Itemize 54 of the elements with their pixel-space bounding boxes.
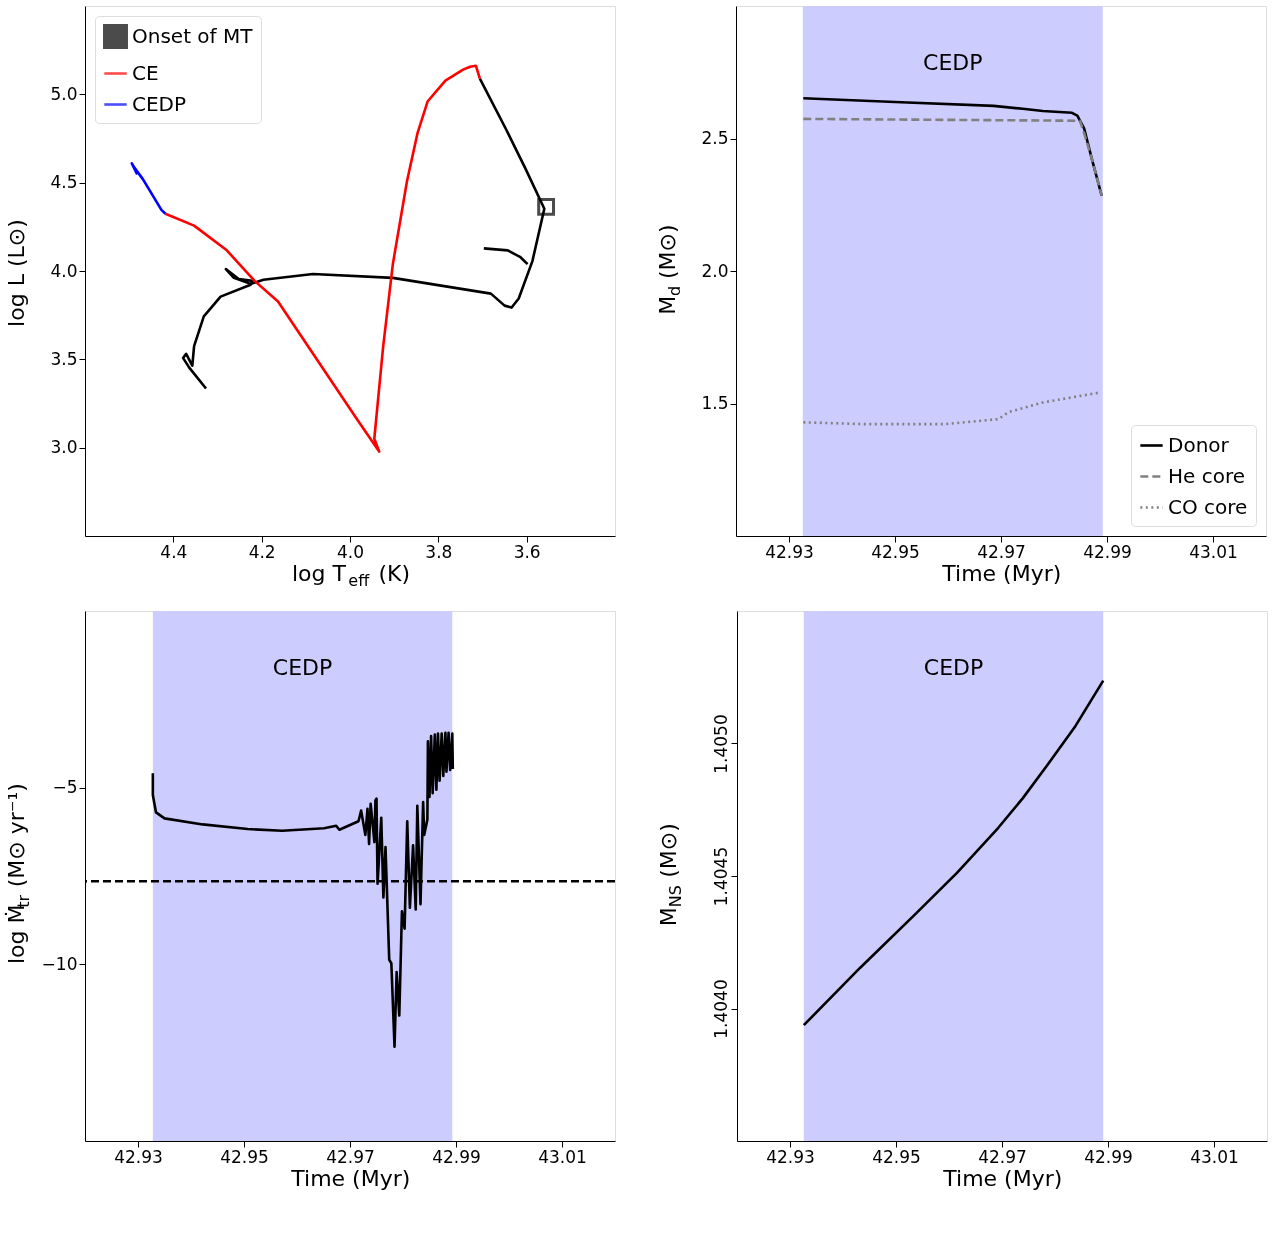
y-tick-label: 1.4050 (710, 714, 731, 774)
x-tick-label: 42.95 (871, 541, 920, 562)
x-tick-label: 42.93 (766, 1146, 815, 1167)
x-axis-title: Time (Myr) (941, 561, 1062, 586)
legend-label: CE (132, 60, 159, 85)
x-tick-label: 43.01 (1190, 1146, 1239, 1167)
y-axis-title: MNS (M⊙) (656, 823, 685, 927)
legend-label: Onset of MT (132, 23, 254, 48)
x-tick-label: 42.95 (220, 1146, 269, 1167)
y-tick-label: 1.5 (701, 393, 729, 413)
x-tick-label: 42.97 (978, 1146, 1027, 1167)
band-label: CEDP (923, 655, 984, 680)
line-series (802, 117, 1103, 198)
line-series (802, 679, 1105, 1027)
x-tick-label: 43.01 (1189, 541, 1238, 562)
x-tick-label: 42.93 (765, 541, 814, 562)
x-tick-label: 42.99 (1083, 541, 1132, 562)
legend-label: CO core (1168, 494, 1248, 519)
y-axis-title: Md (M⊙) (655, 224, 684, 315)
x-tick-label: 4.2 (248, 541, 276, 562)
y-tick-label: 5.0 (50, 83, 78, 104)
x-tick-label: 42.99 (432, 1146, 481, 1167)
y-tick-label: 1.4045 (710, 846, 731, 907)
x-tick-label: 4.0 (336, 541, 365, 562)
x-tick-label: 43.01 (538, 1146, 587, 1167)
x-tick-label: 4.4 (160, 541, 188, 562)
line-series (130, 162, 167, 216)
y-tick-label: 3.5 (50, 348, 78, 369)
legend-label: CEDP (132, 91, 187, 116)
y-tick-label: −10 (41, 953, 78, 974)
x-tick-label: 42.97 (977, 541, 1026, 562)
band-label: CEDP (923, 50, 983, 75)
line-series (482, 247, 529, 266)
x-tick-label: 42.99 (1084, 1146, 1133, 1167)
x-tick-label: 3.6 (513, 541, 541, 562)
y-axis-title: log L (L⊙) (4, 219, 29, 327)
line-series (802, 391, 1101, 426)
x-axis-title: Time (Myr) (290, 1166, 411, 1191)
x-tick-label: 42.93 (114, 1146, 163, 1167)
y-tick-label: 4.5 (50, 172, 78, 193)
y-tick-label: 1.4040 (710, 979, 731, 1039)
x-axis-title: Time (Myr) (942, 1166, 1063, 1191)
y-tick-label: 4.0 (50, 260, 78, 281)
y-axis-title: log Ṁtr (M⊙ yr⁻¹) (4, 783, 33, 965)
x-tick-label: 42.95 (872, 1146, 921, 1167)
x-tick-label: 42.97 (326, 1146, 375, 1167)
legend-label: He core (1168, 463, 1246, 488)
y-tick-label: 2.5 (701, 128, 729, 148)
y-tick-label: −5 (52, 777, 78, 798)
band-label: CEDP (272, 655, 333, 680)
y-tick-label: 2.0 (701, 260, 729, 281)
x-tick-label: 3.8 (425, 541, 453, 562)
y-tick-label: 3.0 (50, 437, 78, 458)
legend-label: Donor (1168, 432, 1230, 457)
